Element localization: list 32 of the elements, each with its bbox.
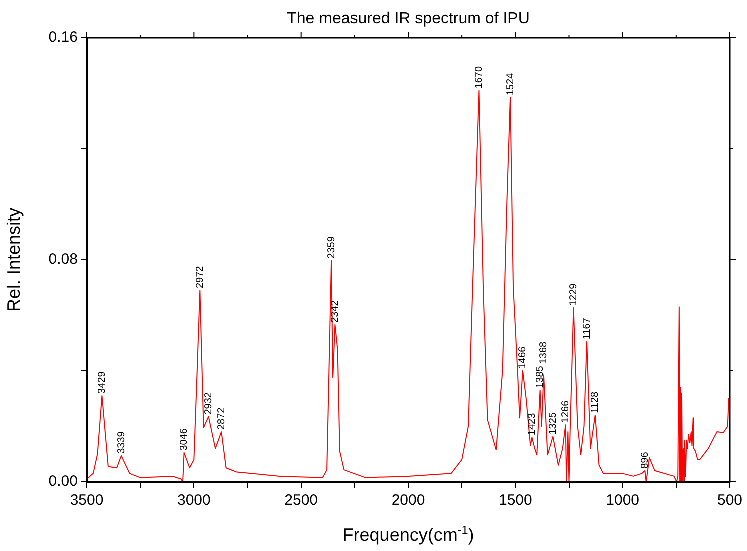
- annotation: 1266: [560, 400, 572, 424]
- y-tick-label: 0.08: [48, 251, 78, 268]
- annotation: 3429: [96, 371, 108, 394]
- x-tick-label: 500: [717, 492, 743, 510]
- annotation: 2359: [326, 236, 338, 259]
- annotation: 2342: [330, 300, 341, 323]
- annotation: 1229: [568, 283, 580, 306]
- annotation: 1128: [590, 391, 602, 414]
- x-tick-label: 3500: [70, 492, 104, 510]
- annotation: 1423: [526, 412, 538, 436]
- annotation: 1368: [538, 341, 550, 364]
- annotation: 1524: [505, 72, 516, 96]
- x-tick-label: 2500: [284, 492, 318, 510]
- annotation: 1167: [582, 318, 593, 340]
- annotation: 3339: [116, 431, 128, 454]
- y-tick-label: 0.16: [48, 29, 78, 46]
- annotation: 2972: [194, 266, 206, 289]
- x-tick-label: 2000: [392, 492, 426, 510]
- y-axis-title: Rel. Intensity: [4, 208, 24, 312]
- annotation: 1466: [518, 346, 529, 369]
- annotation: 1385: [535, 366, 546, 388]
- y-tick-label: 0.00: [48, 473, 78, 490]
- annotation: 896: [640, 452, 651, 469]
- chart-title: The measured IR spectrum of IPU: [287, 10, 530, 28]
- annotation: 1325: [548, 412, 559, 435]
- annotation: 3046: [179, 428, 190, 451]
- annotation: 2872: [216, 407, 228, 430]
- x-tick-label: 1500: [498, 492, 532, 510]
- x-tick-label: 3000: [177, 492, 211, 510]
- annotation: 2932: [203, 392, 214, 415]
- x-tick-label: 1000: [606, 492, 640, 510]
- annotation: 1670: [474, 66, 485, 89]
